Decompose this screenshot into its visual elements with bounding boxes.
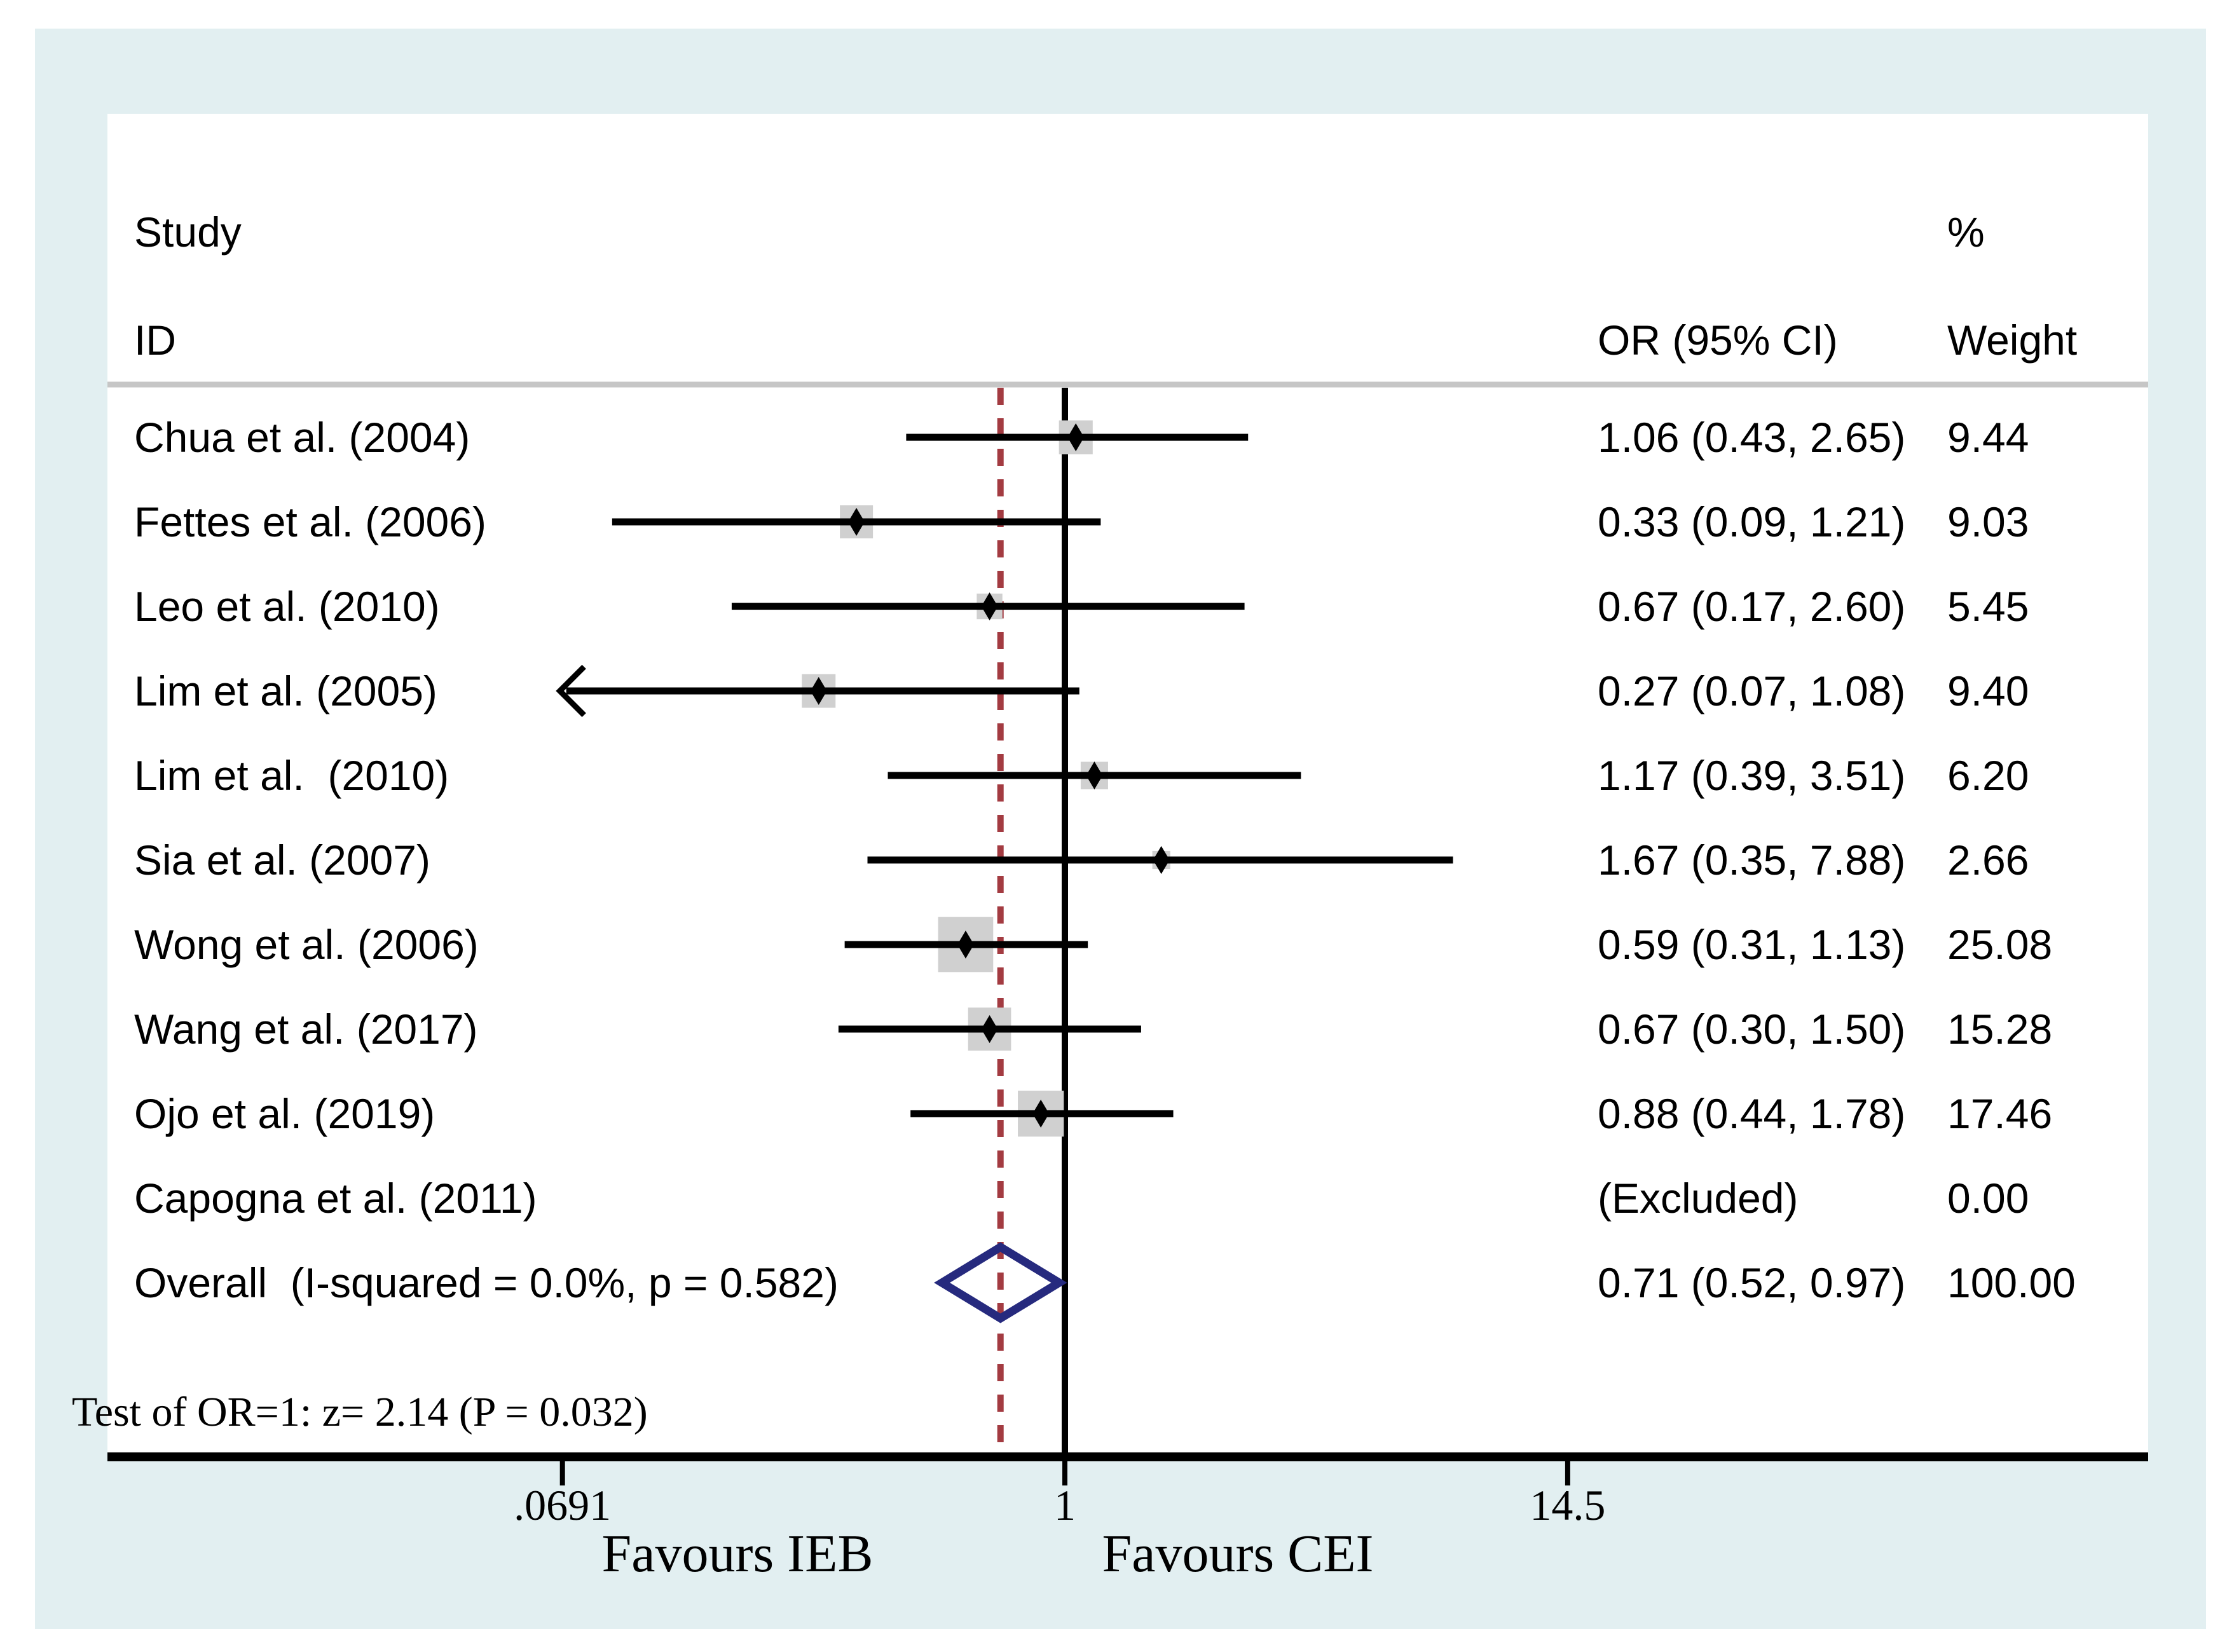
study-weight-value: 6.20 bbox=[1947, 752, 2029, 799]
x-axis-tick-label: .0691 bbox=[514, 1481, 612, 1529]
point-estimate-marker bbox=[981, 592, 998, 620]
overall-weight-value: 100.00 bbox=[1947, 1259, 2076, 1306]
point-estimate-marker bbox=[848, 508, 865, 536]
column-header-study: Study bbox=[134, 208, 242, 256]
study-or-ci-value: 1.17 (0.39, 3.51) bbox=[1598, 752, 1906, 799]
study-weight-value: 9.40 bbox=[1947, 667, 2029, 714]
point-estimate-marker bbox=[810, 677, 827, 705]
study-weight-value: 5.45 bbox=[1947, 583, 2029, 630]
point-estimate-marker bbox=[1153, 846, 1170, 874]
x-axis-tick-label: 14.5 bbox=[1530, 1481, 1606, 1529]
point-estimate-marker bbox=[957, 931, 974, 959]
study-label: Lim et al. (2005) bbox=[134, 667, 437, 714]
study-weight-value: 2.66 bbox=[1947, 836, 2029, 884]
study-weight-value: 9.03 bbox=[1947, 498, 2029, 545]
study-weight-value: 0.00 bbox=[1947, 1175, 2029, 1222]
ci-clip-arrow bbox=[556, 664, 586, 718]
point-estimate-marker bbox=[1067, 423, 1085, 451]
favours-right-label: Favours CEI bbox=[1102, 1524, 1374, 1583]
test-of-or-footnote: Test of OR=1: z= 2.14 (P = 0.032) bbox=[72, 1389, 648, 1435]
study-or-ci-value: 0.33 (0.09, 1.21) bbox=[1598, 498, 1906, 545]
column-header-percent: % bbox=[1947, 208, 1985, 256]
study-or-ci-value: 0.67 (0.30, 1.50) bbox=[1598, 1006, 1906, 1053]
study-or-ci-value: 0.67 (0.17, 2.60) bbox=[1598, 583, 1906, 630]
study-label: Leo et al. (2010) bbox=[134, 583, 440, 630]
favours-left-label: Favours IEB bbox=[601, 1524, 874, 1583]
point-estimate-marker bbox=[981, 1015, 998, 1043]
study-label: Capogna et al. (2011) bbox=[134, 1175, 537, 1222]
study-label: Ojo et al. (2019) bbox=[134, 1090, 435, 1137]
column-header-weight: Weight bbox=[1947, 317, 2078, 364]
study-label: Wong et al. (2006) bbox=[134, 921, 479, 968]
study-label: Lim et al. (2010) bbox=[134, 752, 449, 799]
column-header-or-ci: OR (95% CI) bbox=[1598, 317, 1838, 364]
study-or-ci-value: 1.06 (0.43, 2.65) bbox=[1598, 414, 1906, 461]
overall-or-ci-value: 0.71 (0.52, 0.97) bbox=[1598, 1259, 1906, 1306]
overall-label: Overall (I-squared = 0.0%, p = 0.582) bbox=[134, 1259, 839, 1306]
study-or-ci-value: (Excluded) bbox=[1598, 1175, 1799, 1222]
study-or-ci-value: 0.88 (0.44, 1.78) bbox=[1598, 1090, 1906, 1137]
study-label: Fettes et al. (2006) bbox=[134, 498, 486, 545]
point-estimate-marker bbox=[1086, 761, 1103, 789]
study-label: Wang et al. (2017) bbox=[134, 1006, 478, 1053]
study-label: Sia et al. (2007) bbox=[134, 836, 430, 884]
point-estimate-marker bbox=[1032, 1100, 1050, 1128]
study-or-ci-value: 0.59 (0.31, 1.13) bbox=[1598, 921, 1906, 968]
study-weight-value: 17.46 bbox=[1947, 1090, 2053, 1137]
plot-area bbox=[107, 114, 2148, 1457]
study-or-ci-value: 1.67 (0.35, 7.88) bbox=[1598, 836, 1906, 884]
study-weight-value: 15.28 bbox=[1947, 1006, 2053, 1053]
x-axis-tick-label: 1 bbox=[1054, 1481, 1076, 1529]
study-or-ci-value: 0.27 (0.07, 1.08) bbox=[1598, 667, 1906, 714]
overall-pooled-diamond bbox=[934, 1242, 1067, 1323]
column-header-id: ID bbox=[134, 317, 176, 364]
study-weight-value: 25.08 bbox=[1947, 921, 2053, 968]
study-label: Chua et al. (2004) bbox=[134, 414, 470, 461]
study-weight-value: 9.44 bbox=[1947, 414, 2029, 461]
